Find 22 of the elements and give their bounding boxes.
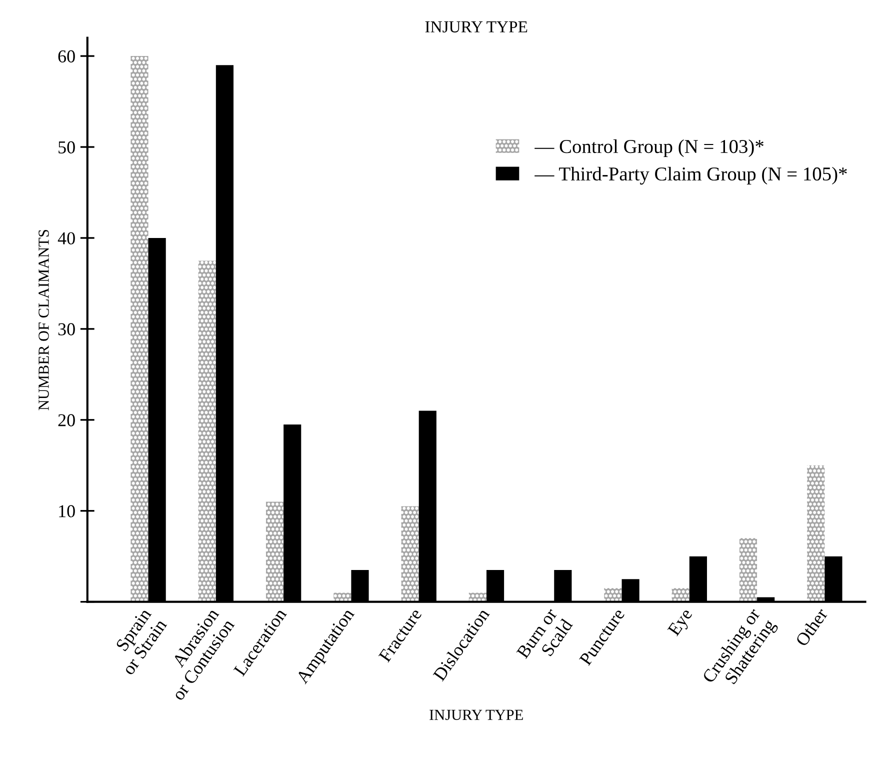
- x-tick-label: Eye: [667, 608, 696, 639]
- bar: [468, 592, 486, 602]
- x-axis-title: INJURY TYPE: [430, 710, 523, 720]
- bar: [130, 56, 148, 602]
- bar: [401, 506, 419, 602]
- y-tick-label: 30: [58, 323, 75, 336]
- y-axis-title: NUMBER OF CLAIMANTS: [38, 230, 49, 410]
- y-tick-label: 40: [58, 232, 75, 244]
- y-tick-label: 60: [58, 50, 75, 62]
- bar: [739, 538, 758, 602]
- bar: [807, 465, 825, 602]
- bar: [198, 260, 216, 602]
- bar: [266, 502, 284, 602]
- bar: [334, 592, 352, 602]
- chart-title: INJURY TYPE: [425, 21, 528, 32]
- legend-label: — Control Group (N = 103)*: [534, 139, 764, 158]
- y-tick-label: 50: [58, 141, 75, 154]
- bar: [672, 588, 690, 602]
- y-tick-label: 20: [58, 414, 75, 426]
- y-tick-label: 10: [59, 505, 75, 518]
- bar: [604, 588, 622, 602]
- legend-label: — Third-Party Claim Group (N = 105)*: [534, 166, 847, 185]
